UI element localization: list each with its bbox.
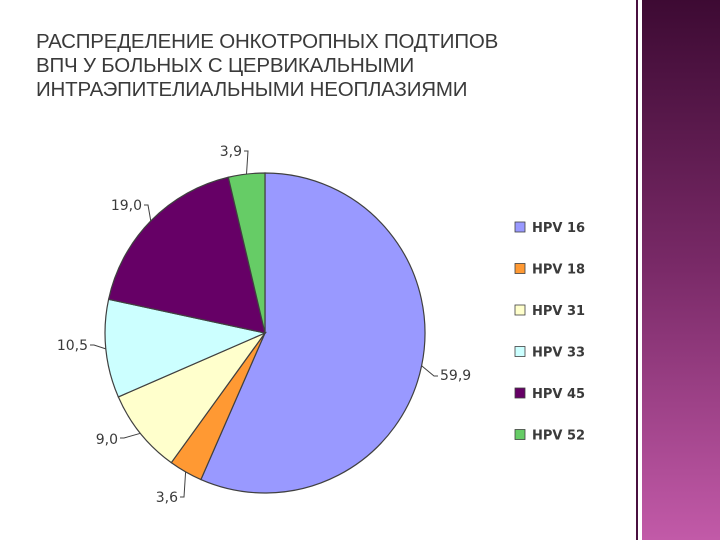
data-label: 3,9 <box>220 144 242 160</box>
legend-swatch <box>514 221 526 233</box>
pie-slice-hpv-16 <box>200 172 426 494</box>
legend-swatch <box>514 263 526 274</box>
leader-line <box>180 471 187 498</box>
slide-title: РАСПРЕДЕЛЕНИЕ ОНКОТРОПНЫХ ПОДТИПОВ ВПЧ У… <box>36 30 616 102</box>
leader-line <box>144 204 152 222</box>
decorative-sidebar <box>642 0 720 540</box>
leader-line <box>421 365 438 377</box>
data-label: 3,6 <box>156 490 178 506</box>
pie-slice-hpv-31 <box>117 331 267 464</box>
legend-swatch <box>514 429 526 440</box>
leader-line <box>120 432 141 439</box>
legend-label: HPV 52 <box>532 429 585 444</box>
legend-label: HPV 18 <box>532 263 585 278</box>
legend-swatch <box>514 346 526 357</box>
legend-label: HPV 33 <box>532 346 585 361</box>
data-label: 19,0 <box>111 198 142 214</box>
legend-label: HPV 45 <box>532 387 585 402</box>
title-line-2: ВПЧ У БОЛЬНЫХ С ЦЕРВИКАЛЬНЫМИ <box>36 54 415 77</box>
sidebar-divider <box>636 0 638 540</box>
data-label: 9,0 <box>96 432 118 448</box>
title-line-1: РАСПРЕДЕЛЕНИЕ ОНКОТРОПНЫХ ПОДТИПОВ <box>36 30 499 53</box>
data-label: 10,5 <box>57 338 88 354</box>
legend-label: HPV 31 <box>532 304 585 319</box>
legend-swatch <box>514 304 526 316</box>
legend-swatch <box>514 387 526 399</box>
leader-line <box>244 150 249 175</box>
legend-label: HPV 16 <box>532 221 585 236</box>
title-line-3: ИНТРАЭПИТЕЛИАЛЬНЫМИ НЕОПЛАЗИЯМИ <box>36 78 468 101</box>
leader-line <box>90 344 106 350</box>
data-label: 59,9 <box>440 368 471 384</box>
